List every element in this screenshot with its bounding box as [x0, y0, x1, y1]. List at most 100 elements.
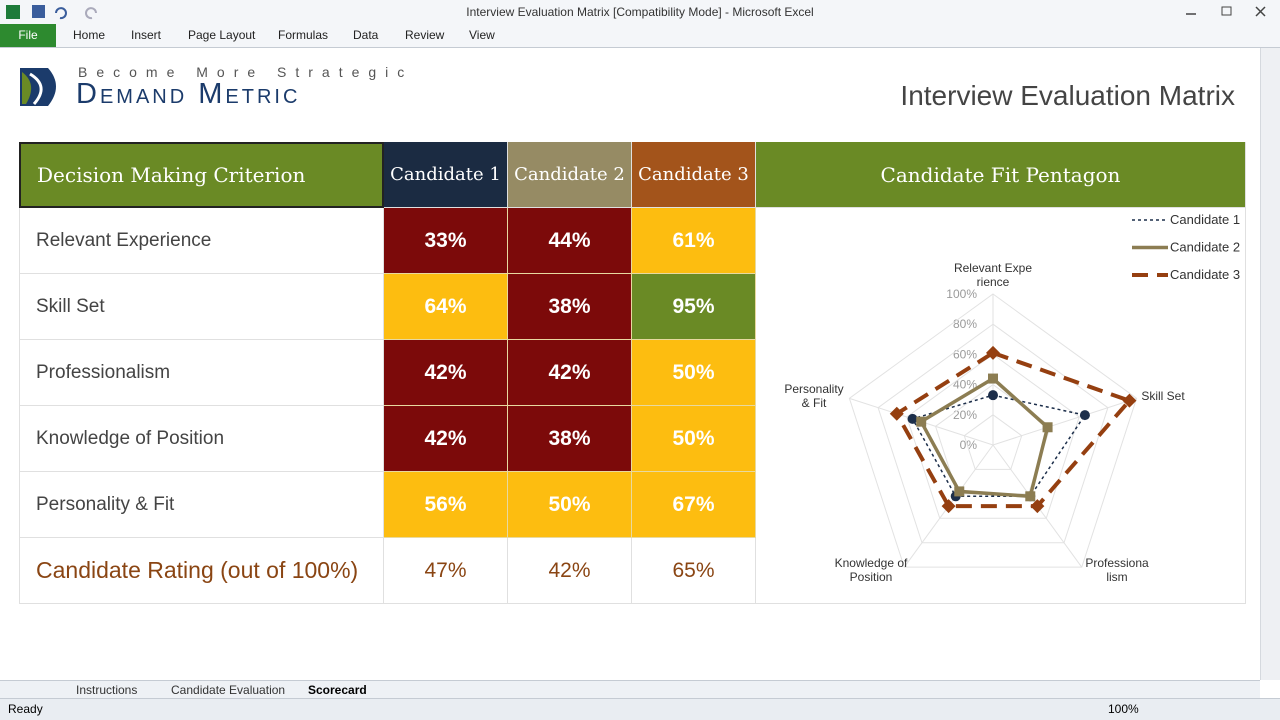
worksheet: Become More Strategic Demand Metric Inte… — [0, 48, 1260, 680]
r-tick-label: 40% — [953, 378, 977, 392]
save-icon[interactable] — [32, 5, 45, 18]
score-cell: 50% — [508, 472, 632, 538]
score-cell: 44% — [508, 208, 632, 274]
ribbon-tab[interactable]: Page Layout — [188, 28, 256, 42]
close[interactable] — [1255, 6, 1266, 17]
series-line — [894, 350, 1133, 509]
r-tick-label: 60% — [953, 347, 977, 361]
legend-label: Candidate 1 — [1170, 212, 1240, 227]
score-cell: 42% — [508, 340, 632, 406]
data-point — [1079, 410, 1090, 421]
ribbon-tab[interactable]: Review — [405, 28, 445, 42]
chart-area: 0% 20% 40% 60% 80% 100% Candidate 1 Candidate 2… — [756, 208, 1246, 604]
radar-chart: 0% 20% 40% 60% 80% 100% Candidate 1 Candidate 2… — [848, 212, 1240, 568]
score-cell: 95% — [632, 274, 756, 340]
axis-category-label: Knowledge of Position — [834, 556, 908, 584]
criterion-label: Relevant Experience — [19, 208, 384, 274]
legend-label: Candidate 2 — [1170, 240, 1240, 255]
axis-category-label: Personality & Fit — [784, 382, 844, 410]
score-cell: 64% — [384, 274, 508, 340]
window-title: Interview Evaluation Matrix [Compatibili… — [466, 5, 814, 19]
vertical-scrollbar[interactable] — [1260, 48, 1280, 680]
window-controls — [1186, 6, 1266, 17]
ribbon-tab[interactable]: View — [469, 28, 495, 42]
data-point — [1042, 422, 1053, 433]
sheet-tab[interactable]: Scorecard — [308, 683, 367, 697]
rating-label: Candidate Rating (out of 100%) — [19, 538, 384, 604]
chart-header: Candidate Fit Pentagon — [756, 142, 1246, 208]
data-point — [988, 373, 998, 384]
axis-category-label: Relevant Experience — [953, 261, 1033, 289]
score-cell: 56% — [384, 472, 508, 538]
spoke — [992, 397, 1137, 446]
criterion-label: Personality & Fit — [19, 472, 384, 538]
criterion-label: Knowledge of Position — [19, 406, 384, 472]
criterion-label: Skill Set — [19, 274, 384, 340]
table: Decision Making Criterion Candidate 1 Cand… — [0, 48, 1260, 680]
title-bar: Interview Evaluation Matrix [Compatibili… — [0, 0, 1280, 24]
sheet-tab[interactable]: Candidate Evaluation — [171, 683, 286, 697]
undo-icon[interactable] — [55, 7, 67, 20]
data-point — [1030, 499, 1045, 514]
ribbon-tab[interactable]: Formulas — [278, 28, 329, 42]
criterion-label: Professionalism — [19, 340, 384, 406]
grid-ring — [848, 293, 1138, 568]
candidate-header: Candidate 3 — [632, 142, 756, 208]
data-point — [1025, 491, 1036, 502]
score-cell: 67% — [632, 472, 756, 538]
zoom-level: 100% — [1108, 702, 1139, 716]
score-cell: 33% — [384, 208, 508, 274]
grid-ring — [906, 353, 1080, 519]
sheet-tabs: Instructions Candidate Evaluation Scorecar… — [0, 680, 1260, 698]
r-tick-label: 100% — [946, 287, 977, 301]
score-cell: 38% — [508, 406, 632, 472]
ribbon-tab[interactable]: Data — [353, 28, 379, 42]
score-cell: 42% — [384, 340, 508, 406]
data-point — [916, 416, 927, 427]
score-cell: 38% — [508, 274, 632, 340]
logo-tagline: Become More Strategic — [78, 64, 414, 80]
ribbon-tab[interactable]: Home — [73, 28, 106, 42]
score-cell: 50% — [632, 406, 756, 472]
r-tick-label: 0% — [960, 438, 978, 452]
ribbon: Home Insert Page Layout Formulas Data Review V… — [0, 24, 1280, 48]
data-point — [907, 413, 918, 424]
logo-name: Demand Metric — [76, 78, 301, 110]
ribbon-tab[interactable]: Insert — [131, 28, 162, 42]
candidate-header: Candidate 1 — [384, 142, 508, 208]
criterion-header: Decision Making Criterion — [19, 142, 384, 208]
redo-icon[interactable] — [85, 7, 97, 20]
data-point — [1122, 393, 1137, 408]
data-point — [986, 345, 1000, 360]
sheet-tab[interactable]: Instructions — [76, 683, 138, 697]
candidate-header: Candidate 2 — [508, 142, 632, 208]
series-line — [911, 394, 1087, 498]
quick-access — [6, 5, 97, 20]
data-point — [954, 486, 965, 497]
data-point — [941, 499, 956, 514]
legend-label: Candidate 3 — [1170, 267, 1240, 282]
r-tick-label: 80% — [953, 317, 977, 331]
r-tick-label: 20% — [953, 408, 977, 422]
status-mode: Ready — [8, 702, 43, 716]
score-cell: 42% — [384, 406, 508, 472]
series-line — [918, 376, 1050, 499]
data-point — [988, 390, 998, 401]
axis-category-label: Skill Set — [1141, 389, 1185, 403]
file-tab[interactable]: File — [0, 24, 56, 47]
score-cell: 61% — [632, 208, 756, 274]
status-bar: Ready 100% — [0, 698, 1280, 720]
rating-cell: 47% — [384, 538, 508, 604]
excel-icon — [6, 5, 20, 19]
rating-cell: 65% — [632, 538, 756, 604]
restore[interactable] — [1221, 6, 1232, 16]
sheet-title: Interview Evaluation Matrix — [900, 80, 1235, 111]
grid-ring — [963, 414, 1023, 470]
axis-category-label: Professionalism — [1085, 556, 1149, 584]
rating-cell: 42% — [508, 538, 632, 604]
logo-mark — [20, 68, 56, 106]
score-cell: 50% — [632, 340, 756, 406]
grid-ring — [877, 323, 1109, 544]
data-point — [889, 406, 904, 421]
